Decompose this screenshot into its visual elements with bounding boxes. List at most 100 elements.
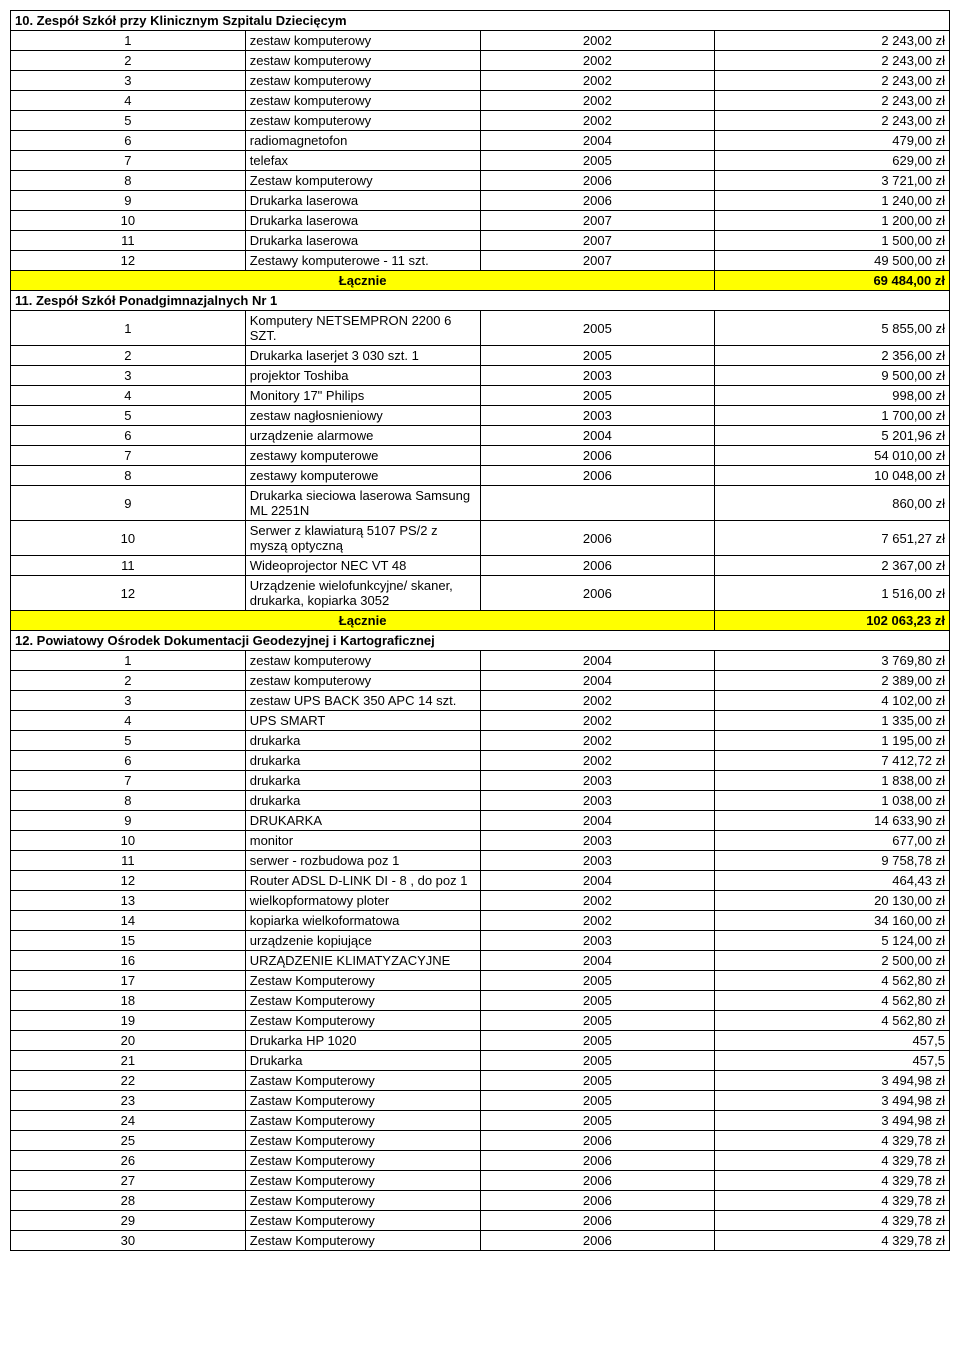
- row-number: 11: [11, 556, 246, 576]
- row-description: Router ADSL D-LINK DI - 8 , do poz 1: [245, 871, 480, 891]
- row-value: 34 160,00 zł: [715, 911, 950, 931]
- row-year: 2006: [480, 466, 715, 486]
- table-row: 3zestaw komputerowy20022 243,00 zł: [11, 71, 950, 91]
- row-value: 9 500,00 zł: [715, 366, 950, 386]
- row-year: 2005: [480, 991, 715, 1011]
- row-value: 4 329,78 zł: [715, 1231, 950, 1251]
- row-year: 2006: [480, 1211, 715, 1231]
- table-row: 8zestawy komputerowe200610 048,00 zł: [11, 466, 950, 486]
- row-year: 2003: [480, 406, 715, 426]
- row-value: 7 412,72 zł: [715, 751, 950, 771]
- row-year: 2005: [480, 1031, 715, 1051]
- row-value: 2 243,00 zł: [715, 31, 950, 51]
- row-value: 5 201,96 zł: [715, 426, 950, 446]
- row-description: Wideoprojector NEC VT 48: [245, 556, 480, 576]
- table-row: 28Zestaw Komputerowy20064 329,78 zł: [11, 1191, 950, 1211]
- table-row: 23Zastaw Komputerowy20053 494,98 zł: [11, 1091, 950, 1111]
- row-number: 28: [11, 1191, 246, 1211]
- row-number: 26: [11, 1151, 246, 1171]
- row-value: 4 329,78 zł: [715, 1151, 950, 1171]
- table-row: 30Zestaw Komputerowy20064 329,78 zł: [11, 1231, 950, 1251]
- table-row: 17Zestaw Komputerowy20054 562,80 zł: [11, 971, 950, 991]
- row-value: 5 855,00 zł: [715, 311, 950, 346]
- row-description: zestaw komputerowy: [245, 111, 480, 131]
- row-number: 8: [11, 466, 246, 486]
- row-number: 11: [11, 851, 246, 871]
- table-row: 8Zestaw komputerowy20063 721,00 zł: [11, 171, 950, 191]
- row-number: 23: [11, 1091, 246, 1111]
- row-value: 1 038,00 zł: [715, 791, 950, 811]
- row-year: 2004: [480, 871, 715, 891]
- row-description: Zestaw komputerowy: [245, 171, 480, 191]
- row-description: Serwer z klawiaturą 5107 PS/2 z myszą op…: [245, 521, 480, 556]
- row-description: Zestaw Komputerowy: [245, 1211, 480, 1231]
- table-row: 18Zestaw Komputerowy20054 562,80 zł: [11, 991, 950, 1011]
- row-description: drukarka: [245, 771, 480, 791]
- row-year: 2005: [480, 311, 715, 346]
- row-year: 2007: [480, 211, 715, 231]
- row-value: 1 200,00 zł: [715, 211, 950, 231]
- row-number: 22: [11, 1071, 246, 1091]
- row-value: 2 389,00 zł: [715, 671, 950, 691]
- row-description: zestawy komputerowe: [245, 466, 480, 486]
- row-year: 2002: [480, 691, 715, 711]
- row-number: 27: [11, 1171, 246, 1191]
- table-row: 12Zestawy komputerowe - 11 szt.200749 50…: [11, 251, 950, 271]
- row-year: 2005: [480, 1071, 715, 1091]
- row-year: 2005: [480, 346, 715, 366]
- table-row: 10Drukarka laserowa20071 200,00 zł: [11, 211, 950, 231]
- table-row: 5zestaw komputerowy20022 243,00 zł: [11, 111, 950, 131]
- table-row: 1zestaw komputerowy20022 243,00 zł: [11, 31, 950, 51]
- row-description: DRUKARKA: [245, 811, 480, 831]
- row-year: 2005: [480, 1111, 715, 1131]
- row-year: 2005: [480, 151, 715, 171]
- row-number: 30: [11, 1231, 246, 1251]
- total-value: 69 484,00 zł: [715, 271, 950, 291]
- row-number: 1: [11, 311, 246, 346]
- row-number: 8: [11, 171, 246, 191]
- row-value: 2 356,00 zł: [715, 346, 950, 366]
- row-year: 2002: [480, 911, 715, 931]
- row-year: 2005: [480, 1011, 715, 1031]
- row-year: 2002: [480, 91, 715, 111]
- row-number: 12: [11, 871, 246, 891]
- row-description: Zestaw Komputerowy: [245, 1011, 480, 1031]
- row-year: 2006: [480, 521, 715, 556]
- row-year: 2006: [480, 1131, 715, 1151]
- row-description: UPS SMART: [245, 711, 480, 731]
- row-year: 2004: [480, 651, 715, 671]
- row-number: 17: [11, 971, 246, 991]
- row-number: 12: [11, 251, 246, 271]
- row-number: 7: [11, 446, 246, 466]
- row-description: serwer - rozbudowa poz 1: [245, 851, 480, 871]
- row-value: 464,43 zł: [715, 871, 950, 891]
- row-description: Drukarka sieciowa laserowa Samsung ML 22…: [245, 486, 480, 521]
- table-row: 2zestaw komputerowy20022 243,00 zł: [11, 51, 950, 71]
- row-number: 21: [11, 1051, 246, 1071]
- table-row: 12Router ADSL D-LINK DI - 8 , do poz 120…: [11, 871, 950, 891]
- row-value: 4 329,78 zł: [715, 1131, 950, 1151]
- row-year: 2002: [480, 891, 715, 911]
- row-value: 1 516,00 zł: [715, 576, 950, 611]
- row-value: 49 500,00 zł: [715, 251, 950, 271]
- row-value: 457,5: [715, 1051, 950, 1071]
- row-value: 998,00 zł: [715, 386, 950, 406]
- row-number: 9: [11, 191, 246, 211]
- table-row: 20Drukarka HP 10202005457,5: [11, 1031, 950, 1051]
- table-row: 21Drukarka2005457,5: [11, 1051, 950, 1071]
- row-number: 3: [11, 691, 246, 711]
- row-description: monitor: [245, 831, 480, 851]
- row-number: 14: [11, 911, 246, 931]
- row-year: 2006: [480, 171, 715, 191]
- row-number: 18: [11, 991, 246, 1011]
- row-value: 1 500,00 zł: [715, 231, 950, 251]
- row-number: 8: [11, 791, 246, 811]
- section-header: 10. Zespół Szkół przy Klinicznym Szpital…: [11, 11, 950, 31]
- row-description: Drukarka HP 1020: [245, 1031, 480, 1051]
- table-row: 29Zestaw Komputerowy20064 329,78 zł: [11, 1211, 950, 1231]
- row-number: 5: [11, 406, 246, 426]
- row-description: wielkopformatowy ploter: [245, 891, 480, 911]
- row-year: 2005: [480, 971, 715, 991]
- row-number: 24: [11, 1111, 246, 1131]
- total-value: 102 063,23 zł: [715, 611, 950, 631]
